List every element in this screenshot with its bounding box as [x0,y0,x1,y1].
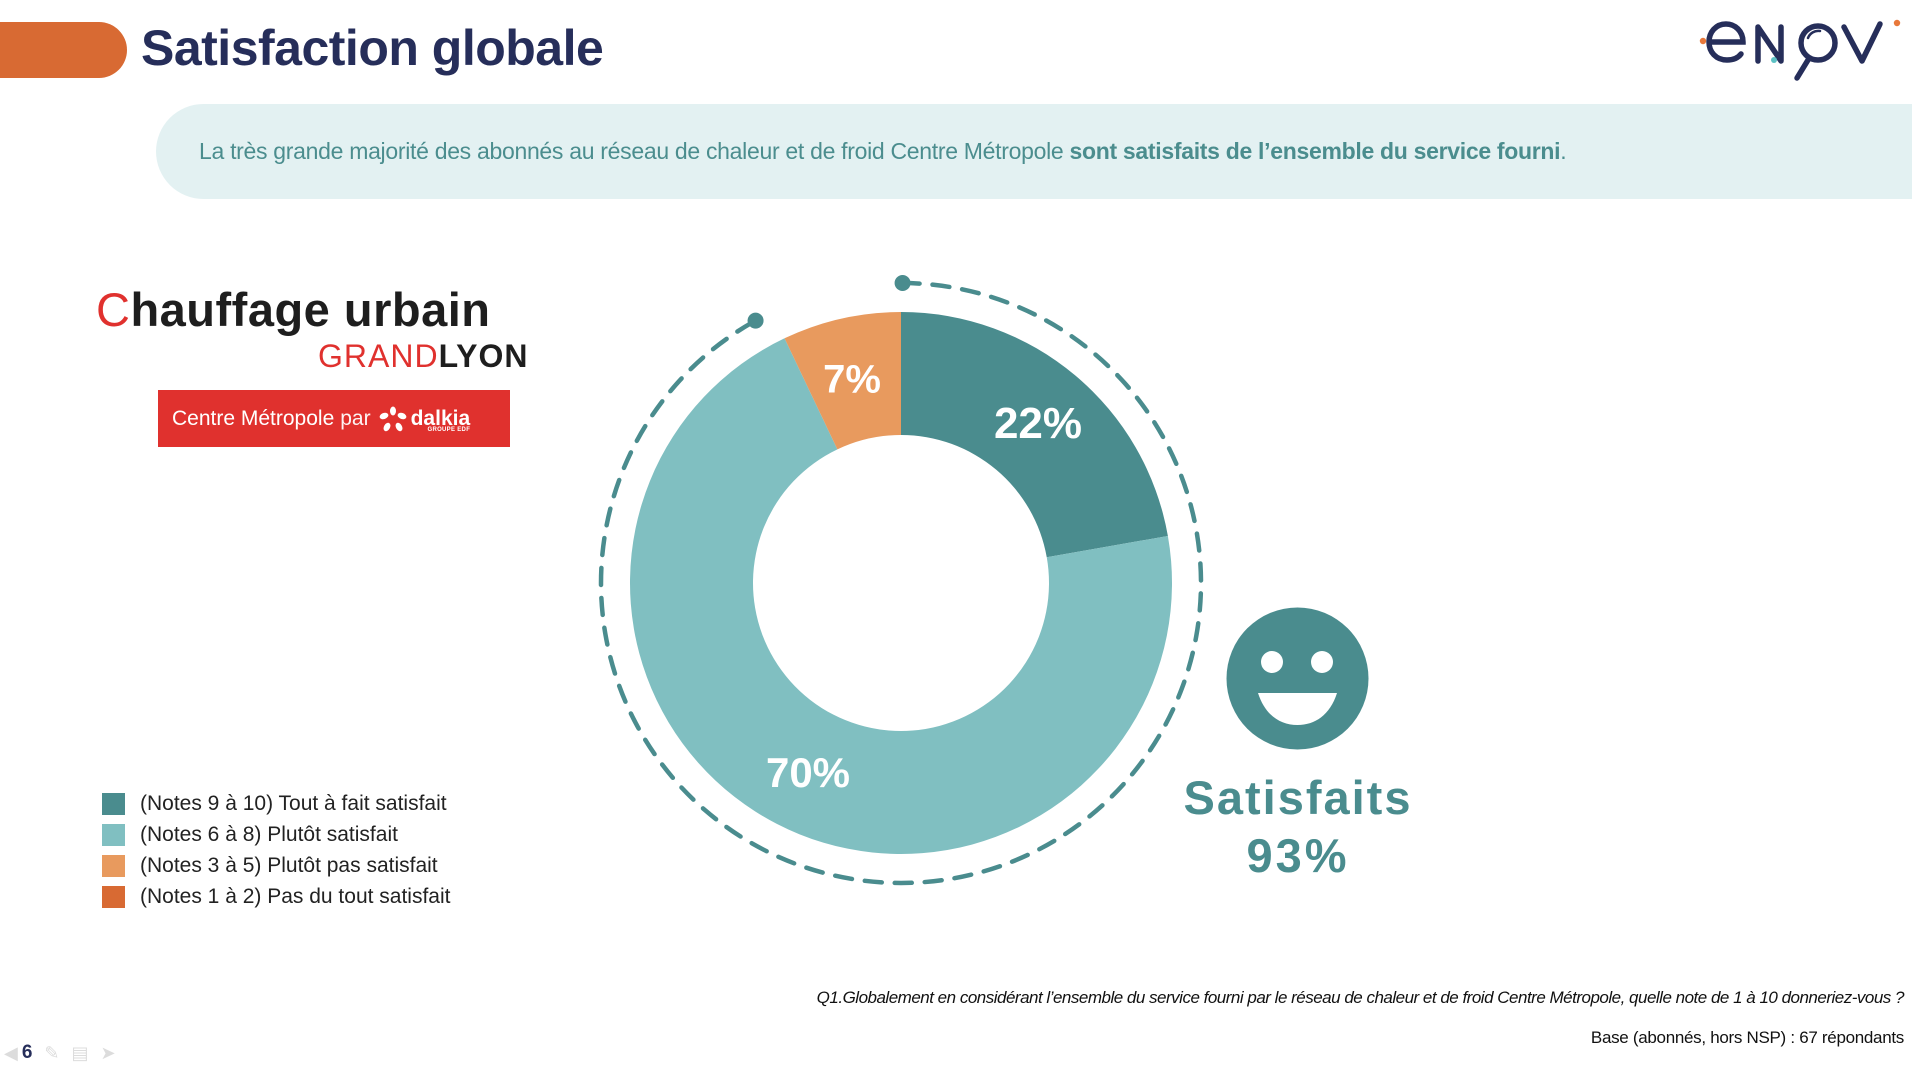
dalkia-wordmark: dalkia [410,406,471,430]
legend-label: (Notes 3 à 5) Plutôt pas satisfait [140,853,438,877]
survey-question: Q1.Globalement en considérant l’ensemble… [816,988,1905,1007]
legend-swatch [102,854,125,877]
arc-endpoint-dot [894,275,911,292]
logo-dot-orange-right [1893,19,1901,27]
legend-swatch [102,792,125,815]
donut-slice [630,338,1172,855]
client-logo-lyon: LYON [438,338,529,374]
key-finding-text: La très grande majorité des abonnés au r… [199,136,1567,166]
slice-value-label: 7% [823,357,881,402]
summary-value: 93% [1246,829,1350,882]
legend-label: (Notes 1 à 2) Pas du tout satisfait [140,884,451,908]
notes-icon[interactable]: ▤ [71,1043,89,1063]
client-logo-grand: GRAND [318,338,439,374]
enov-logo [1699,19,1901,81]
client-logo-banner: Centre Métropole par dalkia GROUPE EDF [158,390,510,447]
logo-dot-teal [1771,57,1777,63]
dalkia-flower-icon [379,406,406,431]
banner-text-bold: sont satisfaits de l’ensemble du service… [1069,138,1561,164]
legend-label: (Notes 9 à 10) Tout à fait satisfait [140,791,447,815]
title-accent-tab [0,22,127,78]
legend-item: (Notes 9 à 10) Tout à fait satisfait [102,788,451,819]
slice-value-label: 70% [765,749,851,796]
legend-swatch [102,885,125,908]
slice-value-label: 22% [993,399,1083,448]
slide-navigation: ◀ 6 ✎ ▤ ➤ [4,1040,116,1066]
arc-endpoint-dot [747,312,764,329]
legend-swatch [102,823,125,846]
client-logo-c-mark: C [96,283,131,336]
legend-label: (Notes 6 à 8) Plutôt satisfait [140,822,398,846]
client-logo-subtitle: GRANDLYON [318,336,529,376]
donut-slice [901,312,1168,558]
slide-number: 6 [21,1042,33,1063]
page-title: Satisfaction globale [141,20,604,76]
client-logo-title-text: hauffage urbain [130,283,491,336]
donut-slice [784,312,901,450]
client-logo-box-par: par [340,406,371,430]
client-logo-box-text: Centre Métropole [172,406,335,430]
smiley-icon [1226,607,1369,750]
legend-item: (Notes 1 à 2) Pas du tout satisfait [102,881,451,912]
satisfied-dashed-arc [598,280,1204,886]
sample-base: Base (abonnés, hors NSP) : 67 répondants [1590,1028,1904,1047]
legend-item: (Notes 6 à 8) Plutôt satisfait [102,819,451,850]
previous-slide-icon[interactable]: ◀ [4,1043,18,1063]
client-logo-title: Chauffage urbain [96,280,490,340]
chart-legend: (Notes 9 à 10) Tout à fait satisfait (Not… [102,788,451,912]
legend-item: (Notes 3 à 5) Plutôt pas satisfait [102,850,451,881]
banner-text-end: . [1560,138,1567,164]
summary-label: Satisfaits [1183,771,1413,824]
logo-dot-orange-left [1699,37,1707,45]
key-finding-banner [156,104,1912,199]
client-logo-box-brand: dalkia GROUPE EDF [410,406,471,433]
pen-icon[interactable]: ✎ [44,1043,60,1063]
dalkia-group-label: GROUPE EDF [427,426,471,433]
banner-text-regular: La très grande majorité des abonnés au r… [199,138,1070,164]
next-slide-icon[interactable]: ➤ [100,1043,116,1063]
